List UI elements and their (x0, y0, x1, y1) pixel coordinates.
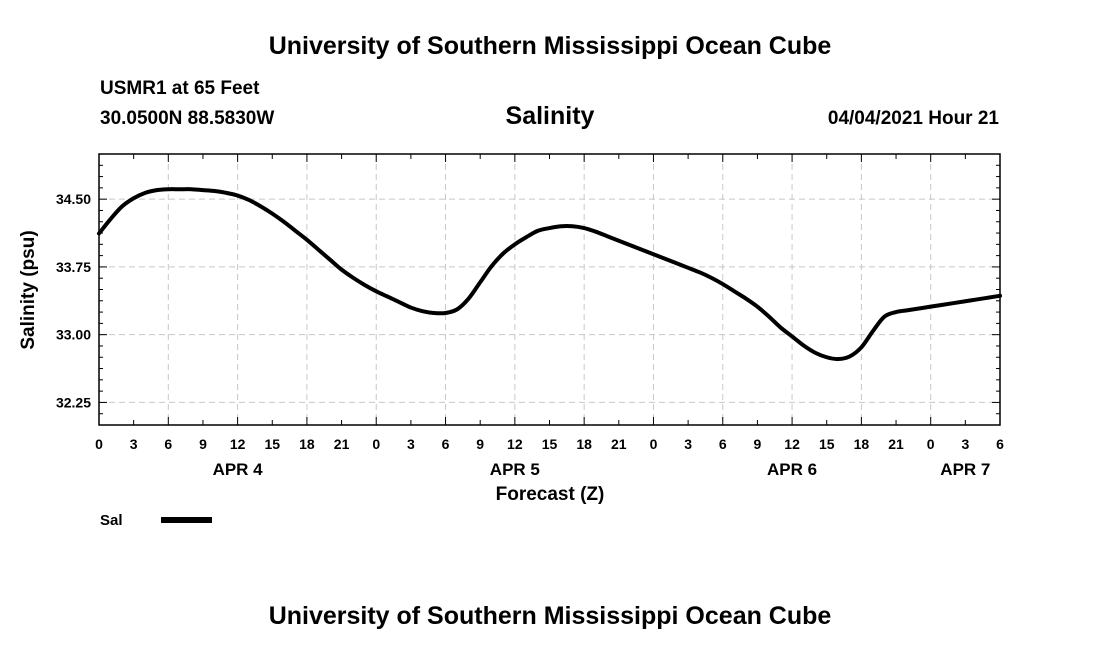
x-tick-labels: 0 3 6 9 12 15 18 21 0 3 6 9 12 15 18 21 0 3 6 9 12 15 18 21 0 3 6 (95, 436, 1004, 452)
x-tick-label: 3 (961, 436, 969, 452)
coordinates-label: 30.0500N 88.5830W (100, 108, 274, 129)
x-tick-label: 18 (299, 436, 315, 452)
date-labels: APR 4 APR 5 APR 6 APR 7 (213, 460, 991, 479)
x-tick-label: 21 (611, 436, 627, 452)
x-tick-label: 6 (442, 436, 450, 452)
x-tick-label: 0 (650, 436, 658, 452)
x-tick-label: 15 (542, 436, 558, 452)
x-tick-label: 12 (507, 436, 523, 452)
x-tick-label: 0 (95, 436, 103, 452)
legend-label: Sal (100, 512, 123, 529)
y-tick-labels: 32.25 33.00 33.75 34.50 (56, 191, 91, 410)
axis-ticks (98, 153, 1001, 426)
grid-lines (99, 154, 1000, 425)
y-axis-title: Salinity (psu) (18, 230, 39, 349)
x-tick-label: 9 (199, 436, 207, 452)
x-tick-label: 6 (164, 436, 172, 452)
x-tick-label: 12 (230, 436, 246, 452)
date-label: APR 5 (490, 460, 540, 479)
date-label: APR 4 (213, 460, 264, 479)
station-label: USMR1 at 65 Feet (100, 78, 260, 99)
series-layer (97, 187, 1002, 362)
x-tick-label: 3 (407, 436, 415, 452)
x-tick-label: 18 (854, 436, 870, 452)
org-title: University of Southern Mississippi Ocean… (269, 32, 832, 60)
date-label: APR 7 (940, 460, 990, 479)
salinity-series-line (97, 187, 1002, 362)
x-tick-label: 9 (754, 436, 762, 452)
date-label: APR 6 (767, 460, 817, 479)
y-tick-label: 32.25 (56, 394, 91, 410)
footer-title: University of Southern Mississippi Ocean… (269, 602, 832, 630)
x-tick-label: 21 (888, 436, 904, 452)
datetime-label: 04/04/2021 Hour 21 (828, 108, 1000, 129)
x-axis-title: Forecast (Z) (496, 484, 605, 505)
x-tick-label: 9 (476, 436, 484, 452)
y-tick-label: 33.75 (56, 259, 91, 275)
x-tick-label: 3 (130, 436, 138, 452)
x-tick-label: 12 (784, 436, 800, 452)
chart-title: Salinity (506, 102, 595, 130)
x-tick-label: 6 (719, 436, 727, 452)
x-tick-label: 6 (996, 436, 1004, 452)
x-tick-label: 15 (264, 436, 280, 452)
y-tick-label: 34.50 (56, 191, 91, 207)
x-tick-label: 21 (334, 436, 350, 452)
x-tick-label: 0 (927, 436, 935, 452)
x-tick-label: 15 (819, 436, 835, 452)
x-tick-label: 0 (372, 436, 380, 452)
x-tick-label: 3 (684, 436, 692, 452)
y-tick-label: 33.00 (56, 327, 91, 343)
x-tick-label: 18 (576, 436, 592, 452)
